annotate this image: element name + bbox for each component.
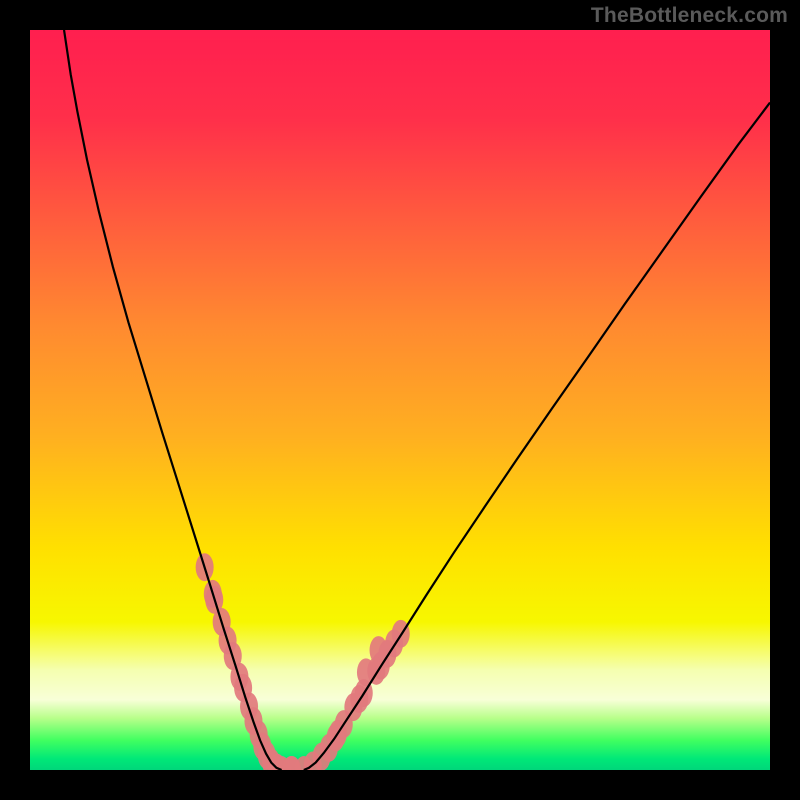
plot-area [30,30,770,770]
curve-left [64,30,282,770]
chart-root: TheBottleneck.com [0,0,800,800]
data-dots [196,553,410,770]
data-dot [378,640,396,668]
curve-overlay [30,30,770,770]
watermark-text: TheBottleneck.com [591,4,788,28]
